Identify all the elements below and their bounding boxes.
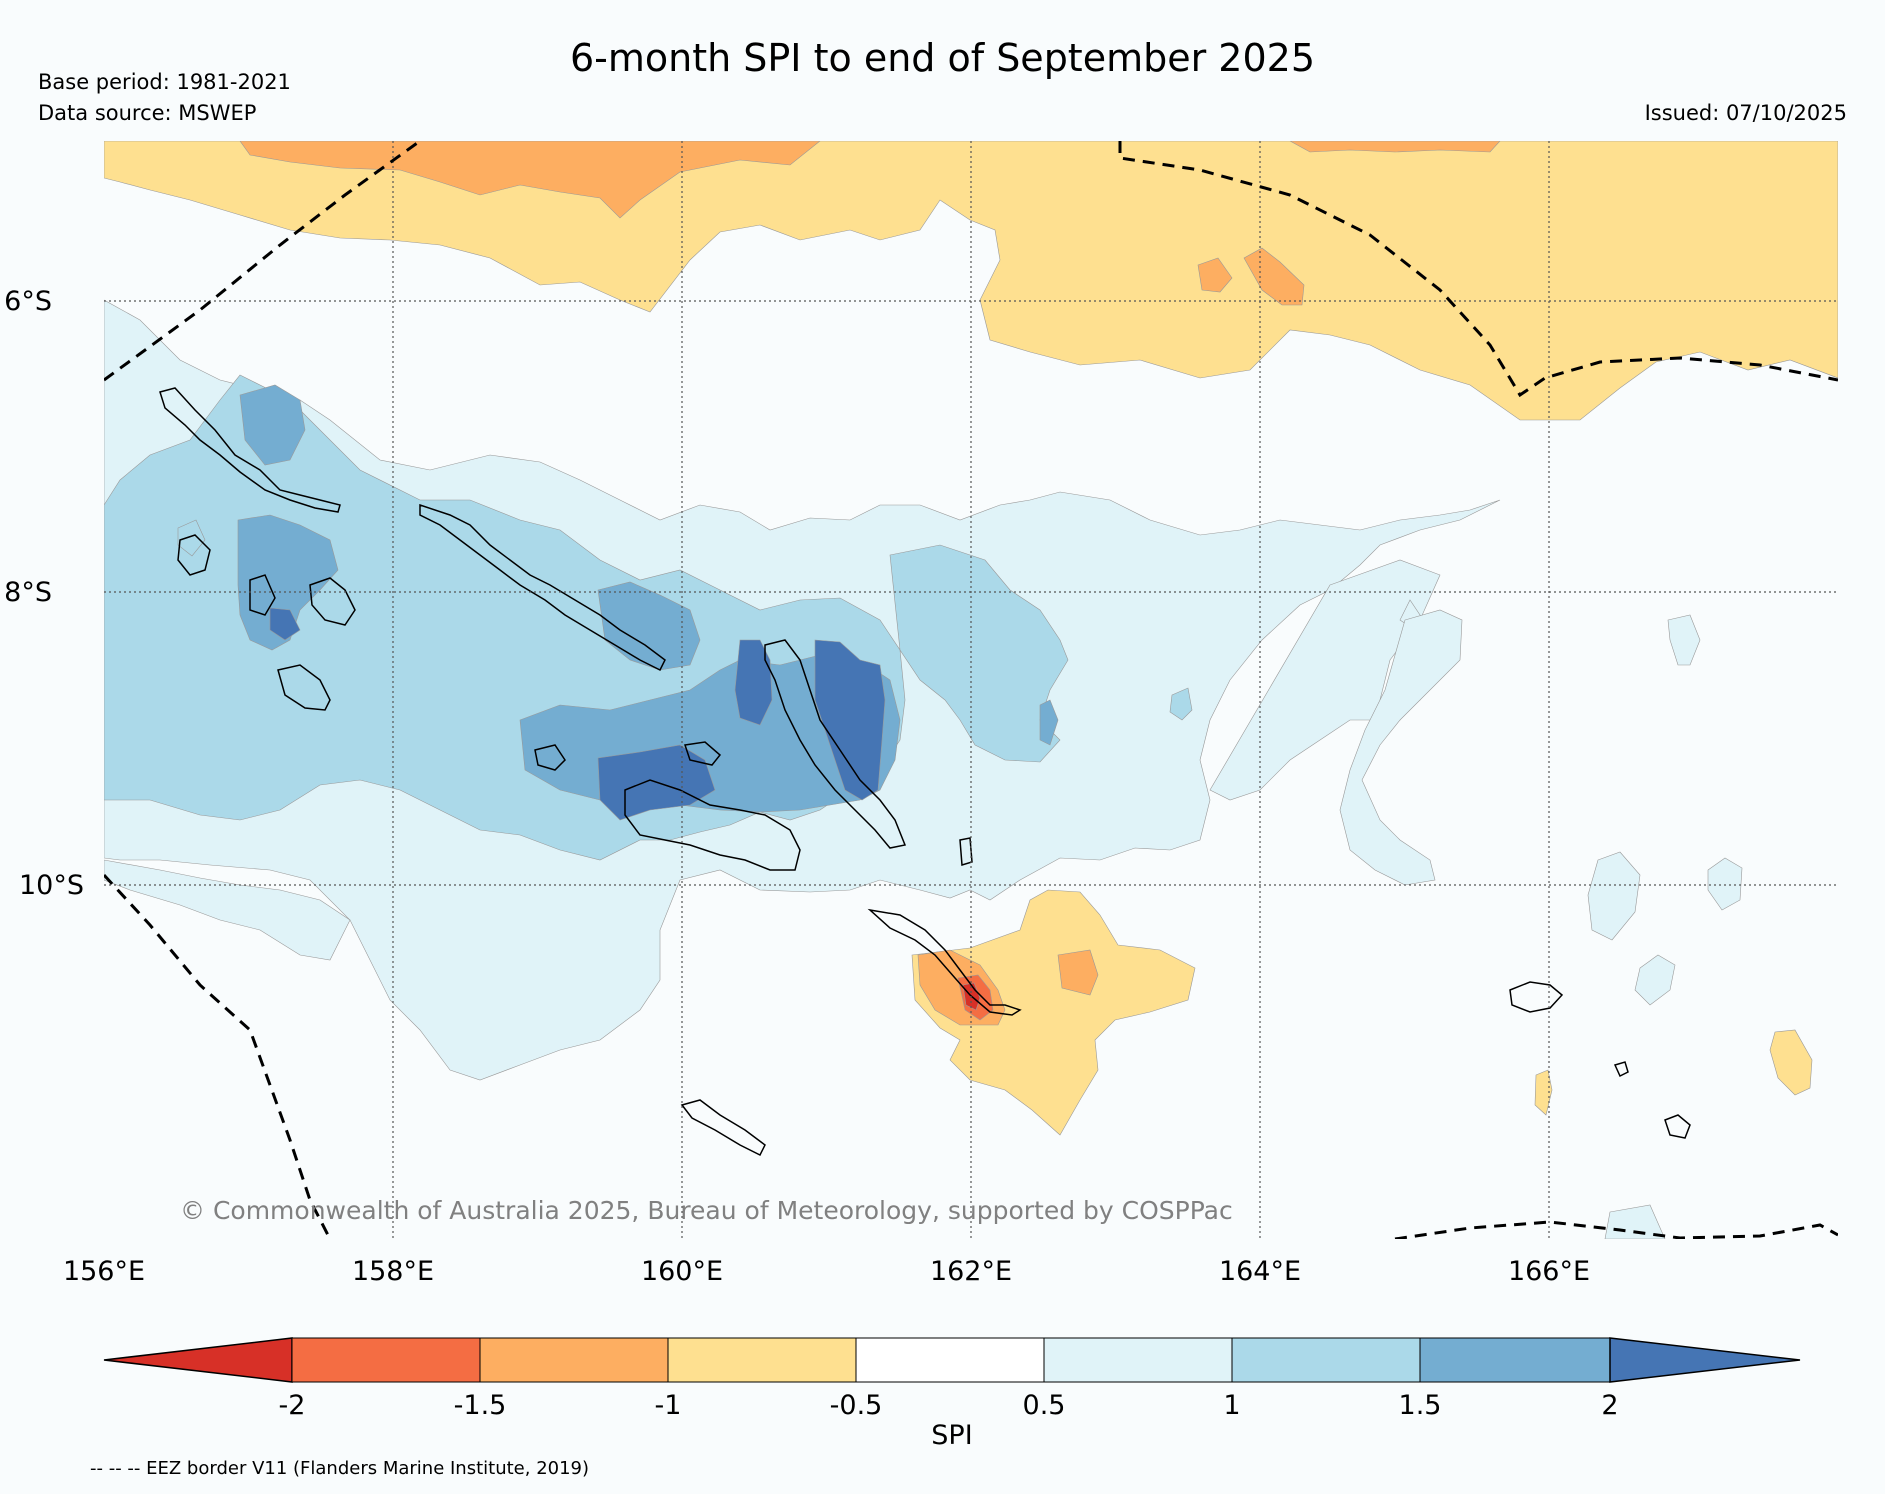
lon-label-160e: 160°E: [641, 1256, 723, 1287]
wet-region-west: [237, 514, 339, 651]
copyright-notice: © Commonwealth of Australia 2025, Bureau…: [180, 1196, 1233, 1225]
lat-label-10s: 10°S: [19, 870, 84, 901]
dry-region-south: [911, 889, 1196, 1136]
moderately-wet-island-2: [177, 519, 206, 557]
eez-borders: [104, 141, 1838, 1239]
moderately-dry-spot-1: [1197, 257, 1233, 293]
page-title: 6-month SPI to end of September 2025: [569, 36, 1316, 80]
lon-label-164e: 164°E: [1219, 1256, 1301, 1287]
eez-legend-note: -- -- -- EEZ border V11 (Flanders Marine…: [90, 1458, 590, 1479]
coastlines: [159, 387, 1691, 1157]
very-wet-region-1: [734, 639, 773, 726]
lon-label-162e: 162°E: [930, 1256, 1012, 1287]
lat-label-8s: 8°S: [4, 577, 52, 608]
lon-label-156e: 156°E: [63, 1256, 145, 1287]
base-period-note: Base period: 1981-2021: [38, 70, 291, 94]
moderately-dry-north-west: [239, 141, 821, 219]
dry-region-east: [1769, 1029, 1813, 1096]
issued-date: Issued: 07/10/2025: [1644, 101, 1847, 125]
very-wet-region-2: [814, 639, 886, 801]
very-wet-region-4: [269, 607, 301, 641]
moderately-wet-island-1: [1169, 687, 1193, 721]
slightly-wet-island-e3: [1587, 851, 1641, 941]
slightly-wet-island-e5: [1634, 954, 1676, 1006]
moderately-dry-north-east: [1289, 141, 1501, 153]
lon-label-166e: 166°E: [1508, 1256, 1590, 1287]
wet-region-north-central: [597, 581, 701, 671]
wet-region-nw: [239, 384, 306, 466]
lat-label-6s: 6°S: [4, 286, 52, 317]
slightly-wet-island-e1: [1339, 609, 1463, 886]
wet-region-east-strip: [1039, 699, 1059, 746]
data-source-note: Data source: MSWEP: [38, 101, 257, 125]
lon-label-158e: 158°E: [352, 1256, 434, 1287]
slightly-wet-island-e4: [1707, 857, 1743, 911]
moderately-dry-spot-2: [1243, 247, 1305, 306]
moderately-dry-south-2: [1057, 949, 1099, 996]
graticule: [104, 141, 1838, 1239]
dry-region-north: [104, 141, 1838, 421]
slightly-wet-island-e2: [1667, 614, 1701, 666]
